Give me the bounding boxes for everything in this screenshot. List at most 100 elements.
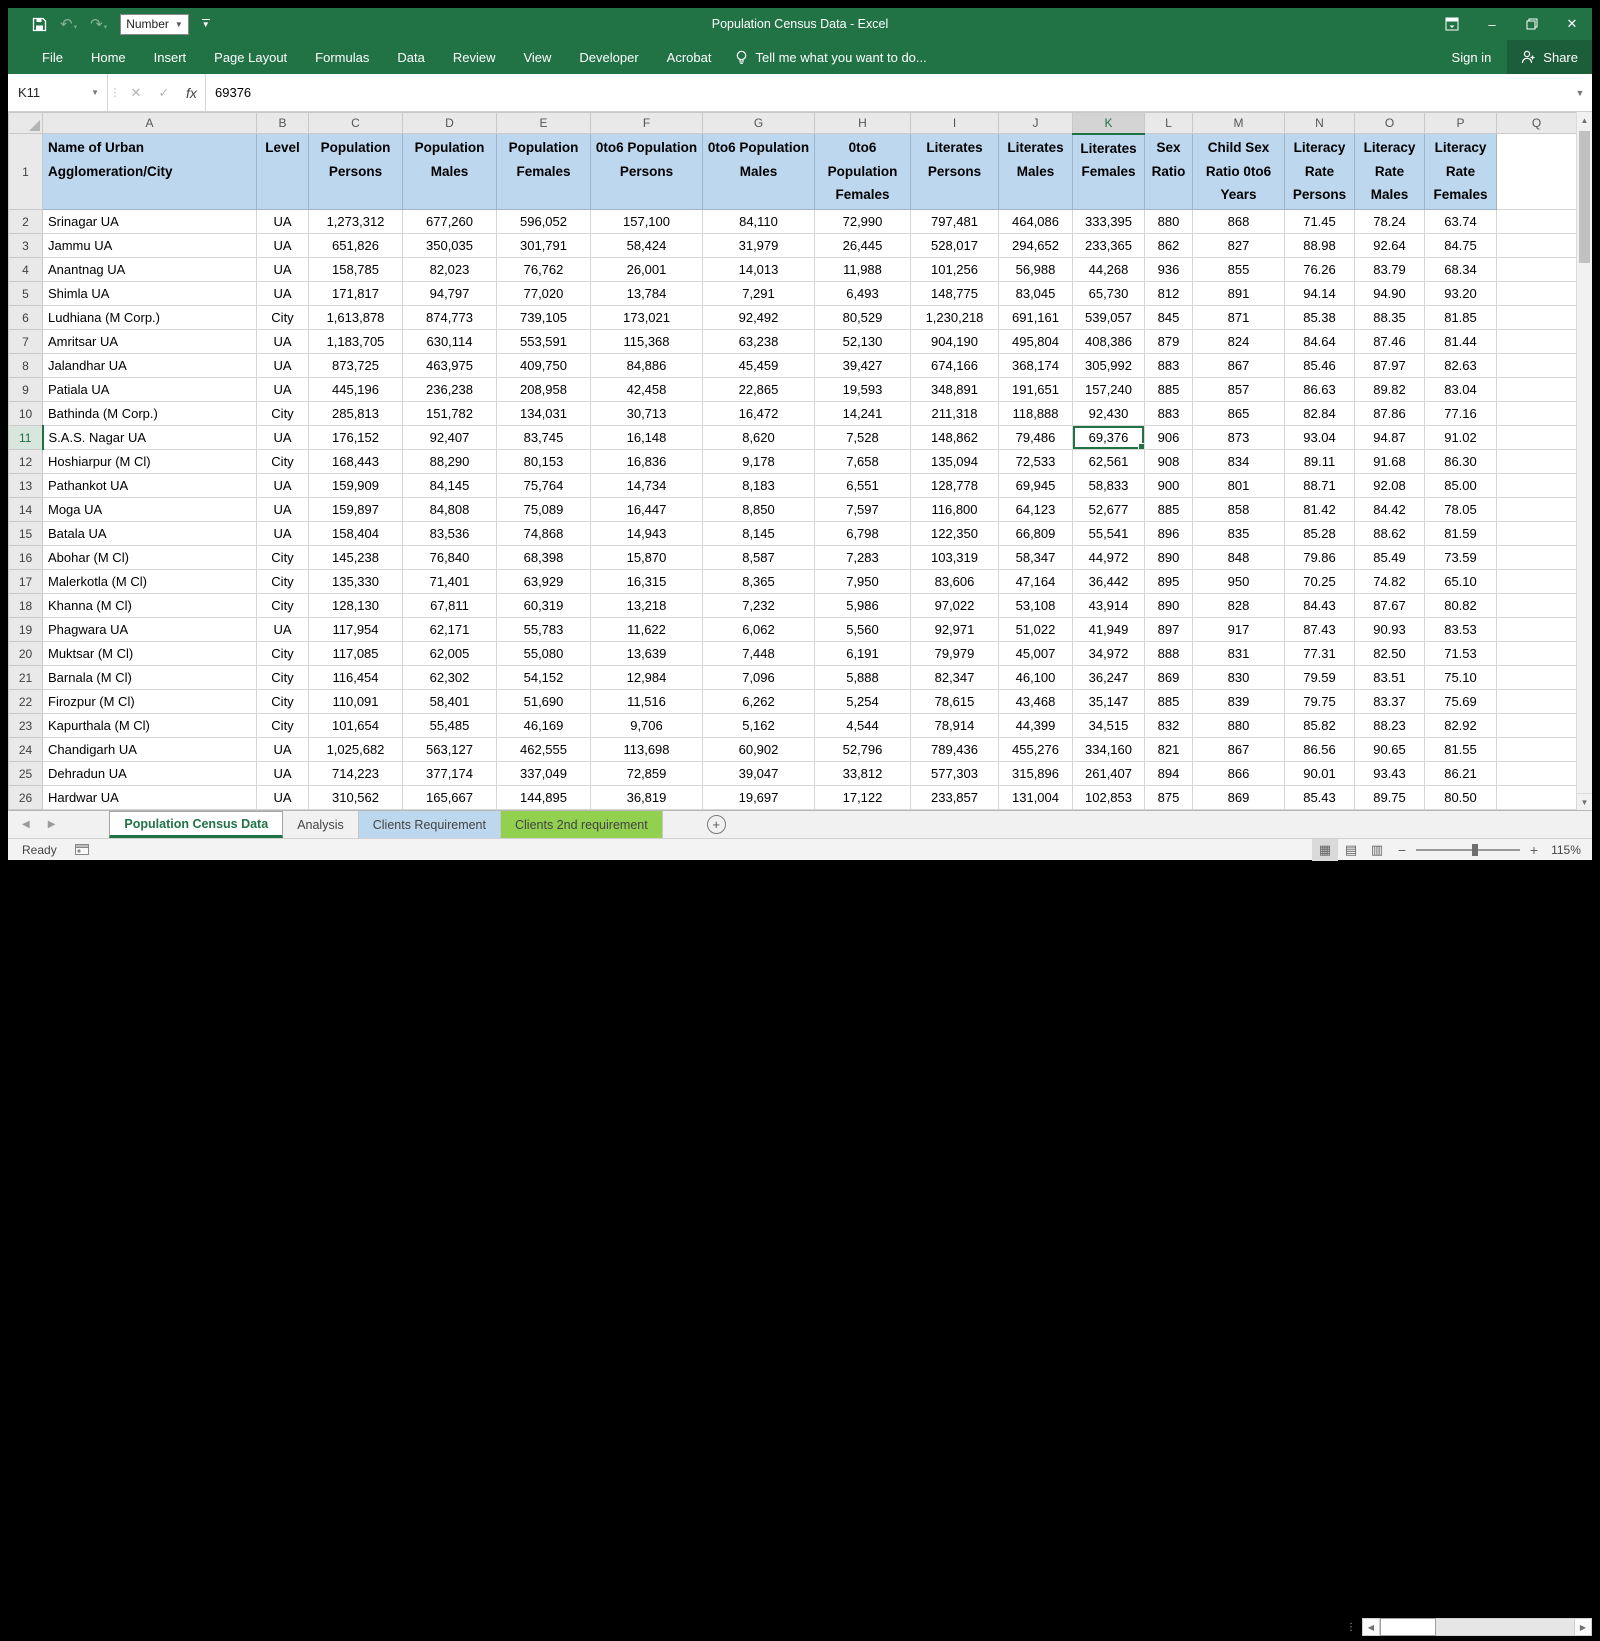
cell-M11[interactable]: 873: [1192, 425, 1285, 450]
cell-I26[interactable]: 233,857: [910, 785, 999, 810]
cell-G13[interactable]: 8,183: [702, 473, 815, 498]
cell-D22[interactable]: 58,401: [402, 689, 497, 714]
cell-M24[interactable]: 867: [1192, 737, 1285, 762]
cell-M18[interactable]: 828: [1192, 593, 1285, 618]
cell-M6[interactable]: 871: [1192, 305, 1285, 330]
cell-J8[interactable]: 368,174: [998, 353, 1073, 378]
cell-O16[interactable]: 85.49: [1354, 545, 1425, 570]
cell-Q2[interactable]: [1496, 209, 1576, 234]
row-header-23[interactable]: 23: [8, 713, 43, 738]
cell-C12[interactable]: 168,443: [308, 449, 403, 474]
cell-M22[interactable]: 839: [1192, 689, 1285, 714]
cell-H19[interactable]: 5,560: [814, 617, 911, 642]
row-header-17[interactable]: 17: [8, 569, 43, 594]
cell-F14[interactable]: 16,447: [590, 497, 703, 522]
cell-C2[interactable]: 1,273,312: [308, 209, 403, 234]
cell-H5[interactable]: 6,493: [814, 281, 911, 306]
cell-O6[interactable]: 88.35: [1354, 305, 1425, 330]
header-cell-C1[interactable]: Population Persons: [308, 133, 403, 210]
cell-O9[interactable]: 89.82: [1354, 377, 1425, 402]
cell-E5[interactable]: 77,020: [496, 281, 591, 306]
cell-I12[interactable]: 135,094: [910, 449, 999, 474]
cell-K12[interactable]: 62,561: [1072, 449, 1145, 474]
cell-C18[interactable]: 128,130: [308, 593, 403, 618]
cell-I6[interactable]: 1,230,218: [910, 305, 999, 330]
macro-record-icon[interactable]: [74, 844, 89, 855]
cell-Q11[interactable]: [1496, 425, 1576, 450]
cell-D23[interactable]: 55,485: [402, 713, 497, 738]
cell-B3[interactable]: UA: [256, 233, 309, 258]
cell-B21[interactable]: City: [256, 665, 309, 690]
cell-N11[interactable]: 93.04: [1284, 425, 1355, 450]
cell-J21[interactable]: 46,100: [998, 665, 1073, 690]
cell-G23[interactable]: 5,162: [702, 713, 815, 738]
cell-G12[interactable]: 9,178: [702, 449, 815, 474]
cell-Q19[interactable]: [1496, 617, 1576, 642]
cell-E6[interactable]: 739,105: [496, 305, 591, 330]
row-header-24[interactable]: 24: [8, 737, 43, 762]
cell-K15[interactable]: 55,541: [1072, 521, 1145, 546]
cell-I23[interactable]: 78,914: [910, 713, 999, 738]
cell-L4[interactable]: 936: [1144, 257, 1193, 282]
cell-Q14[interactable]: [1496, 497, 1576, 522]
cell-B20[interactable]: City: [256, 641, 309, 666]
sheet-tab-clients-requirement[interactable]: Clients Requirement: [358, 811, 501, 838]
cell-J25[interactable]: 315,896: [998, 761, 1073, 786]
cell-D7[interactable]: 630,114: [402, 329, 497, 354]
ribbon-tab-formulas[interactable]: Formulas: [315, 49, 370, 65]
cell-Q9[interactable]: [1496, 377, 1576, 402]
cell-N8[interactable]: 85.46: [1284, 353, 1355, 378]
cell-I18[interactable]: 97,022: [910, 593, 999, 618]
cell-K9[interactable]: 157,240: [1072, 377, 1145, 402]
cell-J26[interactable]: 131,004: [998, 785, 1073, 810]
cell-E23[interactable]: 46,169: [496, 713, 591, 738]
cell-I2[interactable]: 797,481: [910, 209, 999, 234]
cell-K3[interactable]: 233,365: [1072, 233, 1145, 258]
header-cell-L1[interactable]: Sex Ratio: [1144, 133, 1193, 210]
cell-L13[interactable]: 900: [1144, 473, 1193, 498]
cell-M14[interactable]: 858: [1192, 497, 1285, 522]
cell-O11[interactable]: 94.87: [1354, 425, 1425, 450]
column-header-F[interactable]: F: [590, 112, 703, 134]
cell-D26[interactable]: 165,667: [402, 785, 497, 810]
cell-F13[interactable]: 14,734: [590, 473, 703, 498]
cell-L24[interactable]: 821: [1144, 737, 1193, 762]
cell-M9[interactable]: 857: [1192, 377, 1285, 402]
cell-C13[interactable]: 159,909: [308, 473, 403, 498]
header-cell-A1[interactable]: Name of Urban Agglomeration/City: [42, 133, 257, 210]
cell-I16[interactable]: 103,319: [910, 545, 999, 570]
cell-A26[interactable]: Hardwar UA: [42, 785, 257, 810]
next-sheet-icon[interactable]: ▶: [47, 819, 56, 830]
cell-B24[interactable]: UA: [256, 737, 309, 762]
row-header-21[interactable]: 21: [8, 665, 43, 690]
name-box[interactable]: K11 ▼: [8, 74, 108, 111]
cell-K17[interactable]: 36,442: [1072, 569, 1145, 594]
ribbon-tab-review[interactable]: Review: [452, 49, 496, 65]
cell-D13[interactable]: 84,145: [402, 473, 497, 498]
cell-J3[interactable]: 294,652: [998, 233, 1073, 258]
cell-E26[interactable]: 144,895: [496, 785, 591, 810]
cell-N25[interactable]: 90.01: [1284, 761, 1355, 786]
cell-M3[interactable]: 827: [1192, 233, 1285, 258]
cell-Q15[interactable]: [1496, 521, 1576, 546]
cell-A2[interactable]: Srinagar UA: [42, 209, 257, 234]
normal-view-button[interactable]: ▦: [1312, 838, 1338, 861]
cell-F10[interactable]: 30,713: [590, 401, 703, 426]
cell-K4[interactable]: 44,268: [1072, 257, 1145, 282]
cell-F8[interactable]: 84,886: [590, 353, 703, 378]
cell-H8[interactable]: 39,427: [814, 353, 911, 378]
ribbon-tab-data[interactable]: Data: [397, 49, 425, 65]
cell-E16[interactable]: 68,398: [496, 545, 591, 570]
cell-H3[interactable]: 26,445: [814, 233, 911, 258]
cell-N20[interactable]: 77.31: [1284, 641, 1355, 666]
header-cell-P1[interactable]: Literacy Rate Females: [1424, 133, 1497, 210]
cell-N3[interactable]: 88.98: [1284, 233, 1355, 258]
ribbon-tab-page-layout[interactable]: Page Layout: [214, 49, 288, 65]
zoom-slider-thumb[interactable]: [1472, 843, 1478, 856]
cell-C9[interactable]: 445,196: [308, 377, 403, 402]
cell-A25[interactable]: Dehradun UA: [42, 761, 257, 786]
cell-K13[interactable]: 58,833: [1072, 473, 1145, 498]
column-header-D[interactable]: D: [402, 112, 497, 134]
cell-J19[interactable]: 51,022: [998, 617, 1073, 642]
cell-K2[interactable]: 333,395: [1072, 209, 1145, 234]
